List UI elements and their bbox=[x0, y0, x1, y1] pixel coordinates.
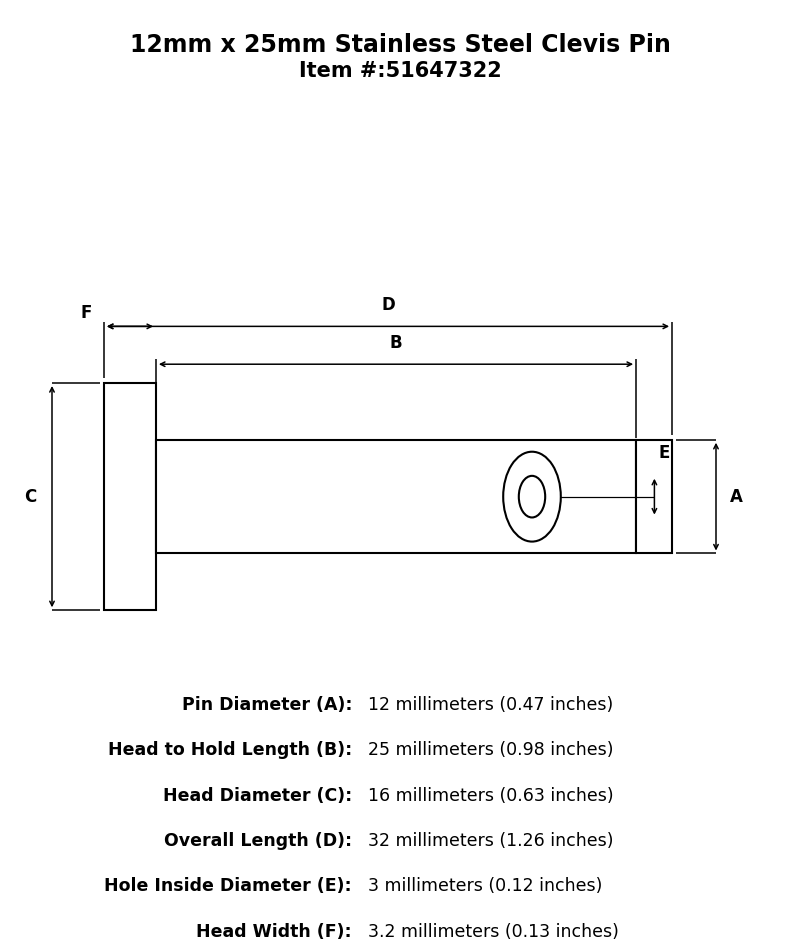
Bar bbox=[156, 440, 636, 553]
Text: Head Diameter (C):: Head Diameter (C): bbox=[162, 786, 352, 805]
Text: 3.2 millimeters (0.13 inches): 3.2 millimeters (0.13 inches) bbox=[368, 922, 619, 941]
Text: C: C bbox=[24, 487, 36, 506]
Ellipse shape bbox=[503, 452, 561, 541]
Text: Head Width (F):: Head Width (F): bbox=[196, 922, 352, 941]
Text: Hole Inside Diameter (E):: Hole Inside Diameter (E): bbox=[104, 877, 352, 896]
Text: A: A bbox=[730, 487, 743, 506]
Ellipse shape bbox=[518, 476, 546, 517]
Text: E: E bbox=[658, 444, 670, 462]
Text: Head to Hold Length (B):: Head to Hold Length (B): bbox=[108, 741, 352, 760]
Text: D: D bbox=[381, 296, 395, 314]
Text: 12mm x 25mm Stainless Steel Clevis Pin: 12mm x 25mm Stainless Steel Clevis Pin bbox=[130, 33, 670, 57]
Bar bbox=[636, 440, 672, 553]
Text: F: F bbox=[81, 304, 92, 322]
Text: 32 millimeters (1.26 inches): 32 millimeters (1.26 inches) bbox=[368, 832, 614, 850]
Text: 25 millimeters (0.98 inches): 25 millimeters (0.98 inches) bbox=[368, 741, 614, 760]
Text: Item #:51647322: Item #:51647322 bbox=[298, 61, 502, 81]
Text: Pin Diameter (A):: Pin Diameter (A): bbox=[182, 695, 352, 714]
Text: Overall Length (D):: Overall Length (D): bbox=[164, 832, 352, 850]
Text: 3 millimeters (0.12 inches): 3 millimeters (0.12 inches) bbox=[368, 877, 602, 896]
Text: B: B bbox=[390, 334, 402, 352]
Text: 16 millimeters (0.63 inches): 16 millimeters (0.63 inches) bbox=[368, 786, 614, 805]
Bar bbox=[104, 383, 156, 610]
Text: 12 millimeters (0.47 inches): 12 millimeters (0.47 inches) bbox=[368, 695, 614, 714]
